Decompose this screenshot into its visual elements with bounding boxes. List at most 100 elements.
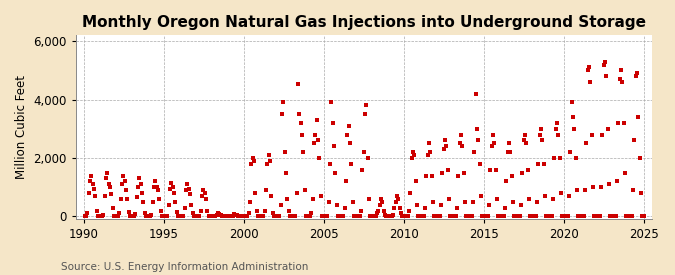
Point	[378, 208, 389, 213]
Point	[169, 191, 180, 195]
Point	[417, 214, 428, 219]
Point	[529, 214, 540, 219]
Point	[118, 173, 129, 178]
Point	[106, 192, 117, 197]
Point	[180, 205, 190, 210]
Point	[534, 133, 545, 137]
Point	[405, 191, 416, 195]
Point	[453, 173, 464, 178]
Point	[602, 126, 613, 131]
Point	[97, 214, 107, 219]
Point	[516, 202, 526, 207]
Point	[317, 214, 327, 219]
Point	[514, 214, 525, 219]
Point	[311, 118, 322, 122]
Point	[629, 138, 640, 143]
Point	[186, 202, 197, 207]
Point	[117, 182, 128, 186]
Point	[124, 210, 134, 214]
Point	[591, 214, 602, 219]
Point	[281, 170, 292, 175]
Point	[360, 103, 371, 108]
Point	[293, 81, 304, 86]
Point	[425, 150, 435, 154]
Point	[162, 214, 173, 219]
Point	[624, 214, 634, 219]
Point	[80, 214, 91, 219]
Point	[284, 208, 294, 213]
Point	[155, 208, 166, 213]
Point	[506, 173, 517, 178]
Point	[138, 200, 148, 204]
Point	[366, 214, 377, 219]
Point	[475, 162, 485, 166]
Point	[227, 213, 238, 218]
Point	[165, 186, 176, 191]
Point	[485, 167, 495, 172]
Point	[414, 214, 425, 219]
Point	[261, 188, 271, 192]
Point	[170, 200, 181, 204]
Point	[526, 214, 537, 219]
Point	[329, 144, 340, 148]
Point	[350, 214, 361, 219]
Point	[426, 173, 437, 178]
Point	[490, 167, 501, 172]
Point	[241, 214, 252, 219]
Point	[367, 214, 378, 219]
Point	[335, 214, 346, 219]
Point	[404, 208, 414, 213]
Point	[245, 200, 256, 204]
Point	[430, 214, 441, 219]
Point	[271, 214, 282, 219]
Point	[221, 214, 232, 219]
Point	[394, 205, 405, 210]
Point	[504, 141, 514, 145]
Point	[460, 200, 470, 204]
Point	[151, 185, 162, 189]
Point	[616, 68, 626, 73]
Point	[238, 214, 249, 219]
Point	[173, 214, 184, 219]
Point	[517, 170, 528, 175]
Point	[225, 214, 236, 219]
Point	[121, 188, 132, 192]
Point	[456, 133, 466, 137]
Text: Source: U.S. Energy Information Administration: Source: U.S. Energy Information Administ…	[61, 262, 308, 272]
Point	[573, 214, 584, 219]
Point	[584, 65, 595, 70]
Point	[171, 210, 182, 214]
Point	[354, 214, 365, 219]
Point	[633, 115, 644, 119]
Point	[207, 214, 218, 219]
Point	[246, 162, 256, 166]
Point	[595, 185, 606, 189]
Point	[148, 185, 159, 189]
Point	[191, 214, 202, 219]
Point	[86, 173, 97, 178]
Point	[473, 138, 484, 143]
Point	[442, 167, 453, 172]
Point	[154, 197, 165, 201]
Point	[541, 214, 551, 219]
Point	[363, 197, 374, 201]
Point	[132, 185, 143, 189]
Point	[483, 202, 494, 207]
Point	[621, 214, 632, 219]
Point	[580, 188, 591, 192]
Point	[95, 214, 106, 219]
Point	[402, 214, 413, 219]
Point	[486, 144, 497, 148]
Point	[412, 202, 423, 207]
Point	[192, 214, 203, 219]
Point	[292, 191, 302, 195]
Point	[626, 214, 637, 219]
Point	[389, 205, 400, 210]
Point	[178, 214, 189, 219]
Point	[556, 191, 566, 195]
Point	[422, 153, 433, 157]
Point	[622, 214, 633, 219]
Point	[144, 214, 155, 219]
Point	[385, 214, 396, 219]
Point	[427, 200, 438, 204]
